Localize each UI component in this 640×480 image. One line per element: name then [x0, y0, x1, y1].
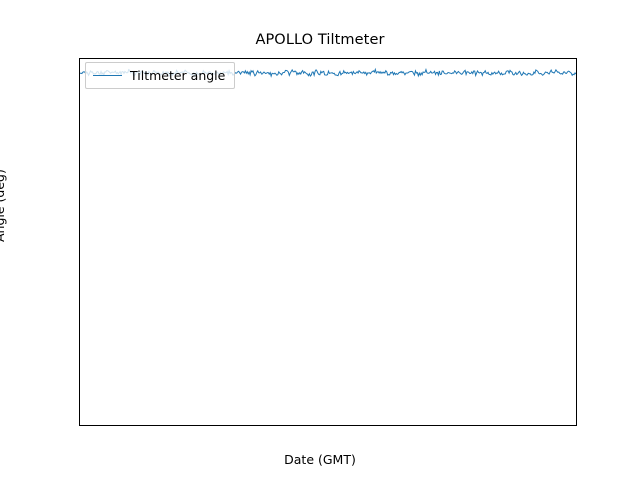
plot-area: 01020304050607080 07-08 1207-08 1607-08 … [79, 58, 577, 426]
x-tick-mark [118, 425, 119, 426]
x-tick-mark [279, 425, 280, 426]
legend-label: Tiltmeter angle [130, 68, 226, 83]
x-tick-mark [548, 425, 549, 426]
x-tick-mark [333, 425, 334, 426]
x-tick-mark [387, 425, 388, 426]
chart-title: APOLLO Tiltmeter [255, 32, 385, 48]
x-tick-mark [441, 425, 442, 426]
y-axis-label: Angle (deg) [0, 169, 7, 242]
legend-color-swatch [93, 75, 122, 76]
data-series-group [80, 59, 576, 425]
x-tick-mark [495, 425, 496, 426]
x-tick-mark [172, 425, 173, 426]
x-tick-mark [225, 425, 226, 426]
x-axis-label: Date (GMT) [284, 452, 356, 467]
legend[interactable]: Tiltmeter angle [85, 62, 236, 89]
